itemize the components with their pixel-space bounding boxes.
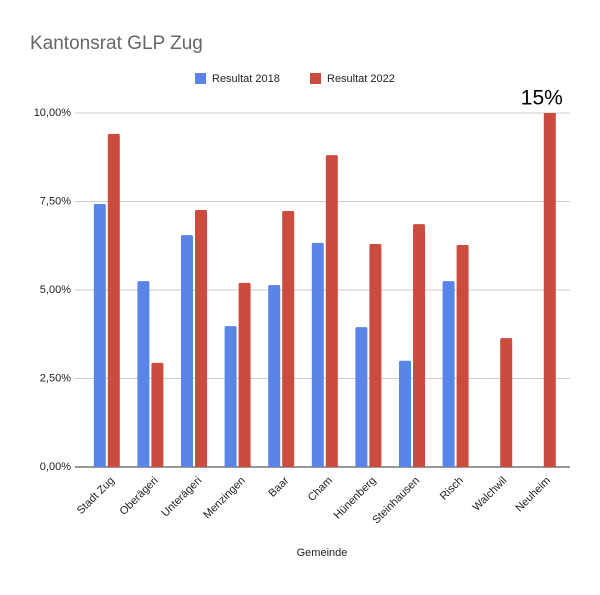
legend-label: Resultat 2022: [327, 73, 395, 85]
legend-swatch: [195, 73, 206, 84]
bar: [456, 245, 469, 467]
x-axis-title: Gemeinde: [297, 547, 348, 559]
bar: [137, 281, 150, 467]
bar: [413, 224, 425, 467]
value-label: 15%: [521, 87, 563, 110]
legend-swatch: [310, 73, 321, 84]
bar: [195, 209, 207, 467]
y-tick-label: 7,50%: [40, 195, 71, 207]
bar: [311, 242, 324, 467]
bar: [543, 113, 556, 467]
plot-area: [93, 113, 556, 467]
chart-title: Kantonsrat GLP Zug: [30, 33, 203, 54]
legend-label: Resultat 2018: [212, 73, 280, 85]
bar: [151, 362, 164, 467]
bar: [268, 285, 281, 467]
bar: [107, 133, 120, 467]
y-tick-label: 2,50%: [40, 372, 71, 384]
bar: [442, 281, 455, 467]
bar: [238, 282, 251, 467]
bar: [282, 211, 295, 467]
bar: [325, 155, 338, 467]
bar: [500, 338, 513, 467]
bar: [355, 327, 368, 467]
bar: [93, 203, 106, 467]
bar: [399, 360, 411, 467]
bar: [369, 243, 382, 467]
y-tick-label: 0,00%: [40, 461, 71, 473]
y-tick-label: 5,00%: [40, 284, 71, 296]
bar: [224, 326, 237, 467]
bar: [181, 235, 193, 467]
y-tick-label: 10,00%: [34, 107, 72, 119]
